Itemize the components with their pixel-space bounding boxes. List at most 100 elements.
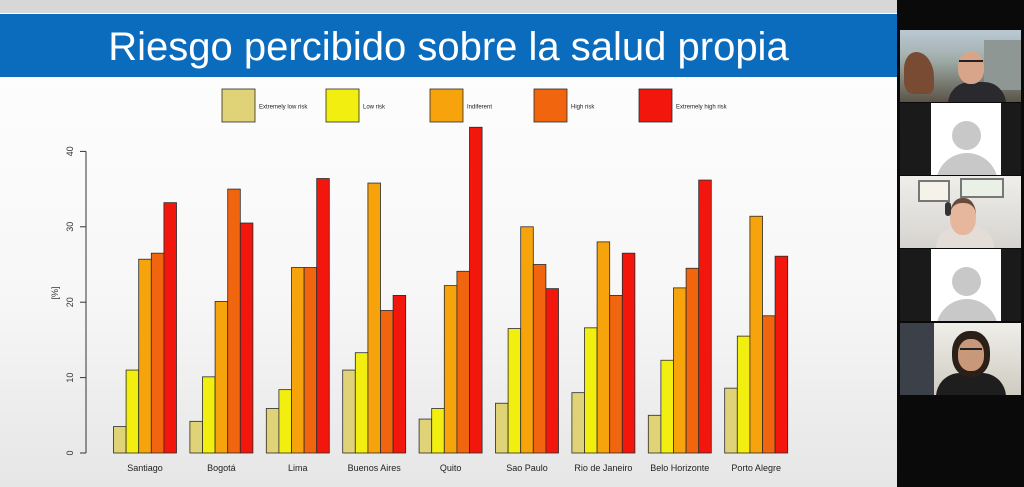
person-face — [950, 198, 976, 235]
avatar-box — [931, 249, 1001, 321]
person-face — [958, 339, 984, 371]
bar — [724, 387, 738, 454]
bar — [113, 426, 127, 454]
bar — [278, 389, 292, 454]
x-tick-label: Buenos Aires — [348, 463, 402, 473]
presentation-slide: Riesgo percibido sobre la salud propia 0… — [0, 0, 897, 487]
bar — [303, 267, 318, 454]
x-tick-label: Belo Horizonte — [650, 463, 709, 473]
bar — [392, 295, 407, 454]
legend-swatch — [638, 88, 673, 123]
wall-frame-left — [918, 180, 950, 202]
avatar-shoulders-icon — [936, 153, 998, 175]
bar — [443, 285, 458, 454]
bar — [163, 202, 177, 454]
bar — [342, 369, 356, 454]
video-tile-participant-1[interactable] — [900, 30, 1021, 102]
sculpture-background — [904, 52, 934, 94]
bar — [291, 267, 305, 454]
glasses-icon — [960, 348, 982, 356]
y-axis-label: [%] — [50, 286, 60, 299]
avatar-tile-participant-2[interactable] — [900, 103, 1021, 175]
bar — [469, 126, 483, 454]
glasses-icon — [959, 60, 983, 68]
slide-top-strip — [0, 0, 897, 13]
person-body — [936, 373, 1006, 395]
bar — [520, 226, 534, 454]
x-tick-label: Rio de Janeiro — [574, 463, 632, 473]
bar — [214, 301, 229, 454]
legend-label: Extremely high risk — [676, 105, 728, 111]
y-tick-label: 0 — [65, 450, 75, 455]
bar — [584, 327, 598, 454]
y-tick-label: 10 — [65, 373, 75, 383]
bar — [736, 335, 751, 454]
headset-icon — [945, 202, 951, 216]
bar — [647, 414, 662, 454]
legend-label: Indiferent — [467, 105, 492, 111]
bar-chart: 0 10 20 30 40 [%] Santiago Bogotá Lima Buenos Air… — [50, 88, 789, 473]
x-tick-label: Sao Paulo — [506, 463, 548, 473]
bar — [125, 369, 140, 454]
bar — [609, 295, 623, 454]
legend-label: Low risk — [363, 105, 386, 111]
bar — [150, 252, 165, 454]
avatar-shoulders-icon — [936, 299, 998, 321]
dark-background — [900, 323, 934, 395]
bar — [367, 182, 381, 454]
participants-sidebar — [897, 0, 1024, 487]
legend-label: Extremely low risk — [259, 105, 308, 111]
legend-swatch — [221, 88, 256, 123]
bar — [316, 178, 330, 454]
legend-swatch — [533, 88, 568, 123]
bar — [354, 352, 369, 454]
bar — [507, 328, 522, 454]
bar — [749, 215, 763, 454]
building-background — [984, 40, 1021, 90]
bar — [227, 188, 241, 454]
bar — [239, 222, 254, 454]
avatar-box — [931, 103, 1001, 175]
bar — [138, 258, 152, 454]
bar — [431, 408, 445, 454]
video-tile-participant-3[interactable] — [900, 176, 1021, 248]
person-face — [958, 52, 984, 84]
bar — [673, 287, 687, 454]
bar — [596, 241, 611, 454]
x-tick-label: Santiago — [127, 463, 163, 473]
bar — [265, 408, 280, 454]
x-tick-label: Bogotá — [207, 463, 236, 473]
x-tick-label: Porto Alegre — [731, 463, 781, 473]
bar — [571, 392, 585, 454]
y-tick-label: 20 — [65, 297, 75, 307]
bar — [380, 310, 394, 454]
avatar-head-icon — [952, 121, 981, 150]
bar — [202, 376, 216, 454]
video-tile-participant-5[interactable] — [900, 323, 1021, 395]
bar — [774, 255, 789, 454]
legend-label: High risk — [571, 105, 595, 111]
y-tick-label: 40 — [65, 146, 75, 156]
bar — [418, 418, 433, 454]
bar — [762, 315, 776, 454]
person-body — [936, 226, 994, 248]
bar — [621, 252, 636, 454]
avatar-head-icon — [952, 267, 981, 296]
title-banner — [0, 14, 897, 77]
x-tick-label: Quito — [440, 463, 462, 473]
legend-swatch — [325, 88, 360, 123]
bar — [685, 267, 700, 454]
bar — [698, 179, 712, 454]
x-tick-label: Lima — [288, 463, 308, 473]
bar — [189, 420, 203, 454]
person-body — [948, 82, 1006, 102]
bar — [532, 264, 547, 454]
y-tick-label: 30 — [65, 222, 75, 232]
bar — [495, 402, 509, 454]
legend-swatch — [429, 88, 464, 123]
bar — [545, 288, 559, 454]
avatar-tile-participant-4[interactable] — [900, 249, 1021, 321]
wall-frame-right — [960, 178, 1004, 198]
bar — [660, 359, 674, 454]
slide-title: Riesgo percibido sobre la salud propia — [108, 25, 789, 69]
